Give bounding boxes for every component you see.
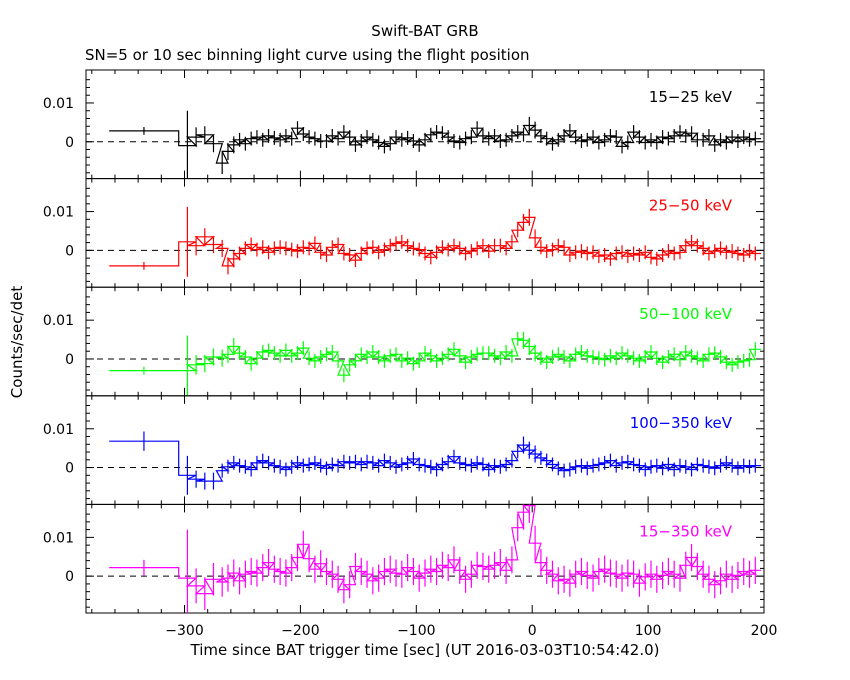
y-tick-label: 0.01	[43, 313, 74, 329]
y-tick-label: 0.01	[43, 422, 74, 438]
series-step-line	[109, 124, 762, 164]
y-axis-label: Counts/sec/det	[8, 286, 26, 399]
x-axis-label: Time since BAT trigger time [sec] (UT 20…	[190, 641, 660, 659]
panel-frame	[85, 503, 765, 614]
y-tick-label: 0	[65, 243, 74, 259]
y-tick-label: 0.01	[43, 96, 74, 112]
y-tick-label: 0.01	[43, 530, 74, 546]
panels-group: 0 0.01 15−25 keV 0 0.01 25−50 keV 0 0.01 50−100 …	[43, 69, 778, 639]
figure-subtitle: SN=5 or 10 sec binning light curve using…	[85, 46, 530, 64]
error-bars	[143, 110, 756, 179]
panel-1: 0 0.01 15−25 keV	[43, 69, 765, 180]
figure-title: Swift-BAT GRB	[371, 22, 478, 40]
panel-4: 0 0.01 100−350 keV	[43, 395, 765, 505]
x-tick-label: −100	[397, 623, 435, 639]
error-bars	[143, 431, 756, 495]
y-tick-label: 0.01	[43, 205, 74, 221]
y-tick-label: 0	[65, 352, 74, 368]
x-tick-label: 100	[635, 623, 662, 639]
series-step-line	[109, 440, 762, 482]
error-bars	[143, 206, 756, 277]
panel-5: 0 0.01 15−350 keV	[43, 503, 765, 614]
band-label: 50−100 keV	[639, 305, 732, 323]
y-tick-label: 0	[65, 461, 74, 477]
y-tick-label: 0	[65, 569, 74, 585]
error-bars	[143, 504, 756, 613]
series-step-line	[109, 216, 762, 267]
series-step-line	[109, 338, 762, 376]
panel-3: 0 0.01 50−100 keV	[43, 286, 765, 397]
band-label: 100−350 keV	[630, 414, 733, 432]
x-tick-label: −200	[281, 623, 319, 639]
x-tick-label: 0	[528, 623, 537, 639]
x-tick-label: −300	[165, 623, 203, 639]
x-tick-label: 200	[751, 623, 778, 639]
band-label: 15−25 keV	[649, 88, 733, 106]
panel-2: 0 0.01 25−50 keV	[43, 178, 765, 288]
series-step-line	[109, 505, 762, 595]
band-label: 25−50 keV	[649, 197, 733, 215]
y-tick-label: 0	[65, 135, 74, 151]
band-label: 15−350 keV	[639, 522, 732, 540]
error-bars	[143, 331, 756, 396]
